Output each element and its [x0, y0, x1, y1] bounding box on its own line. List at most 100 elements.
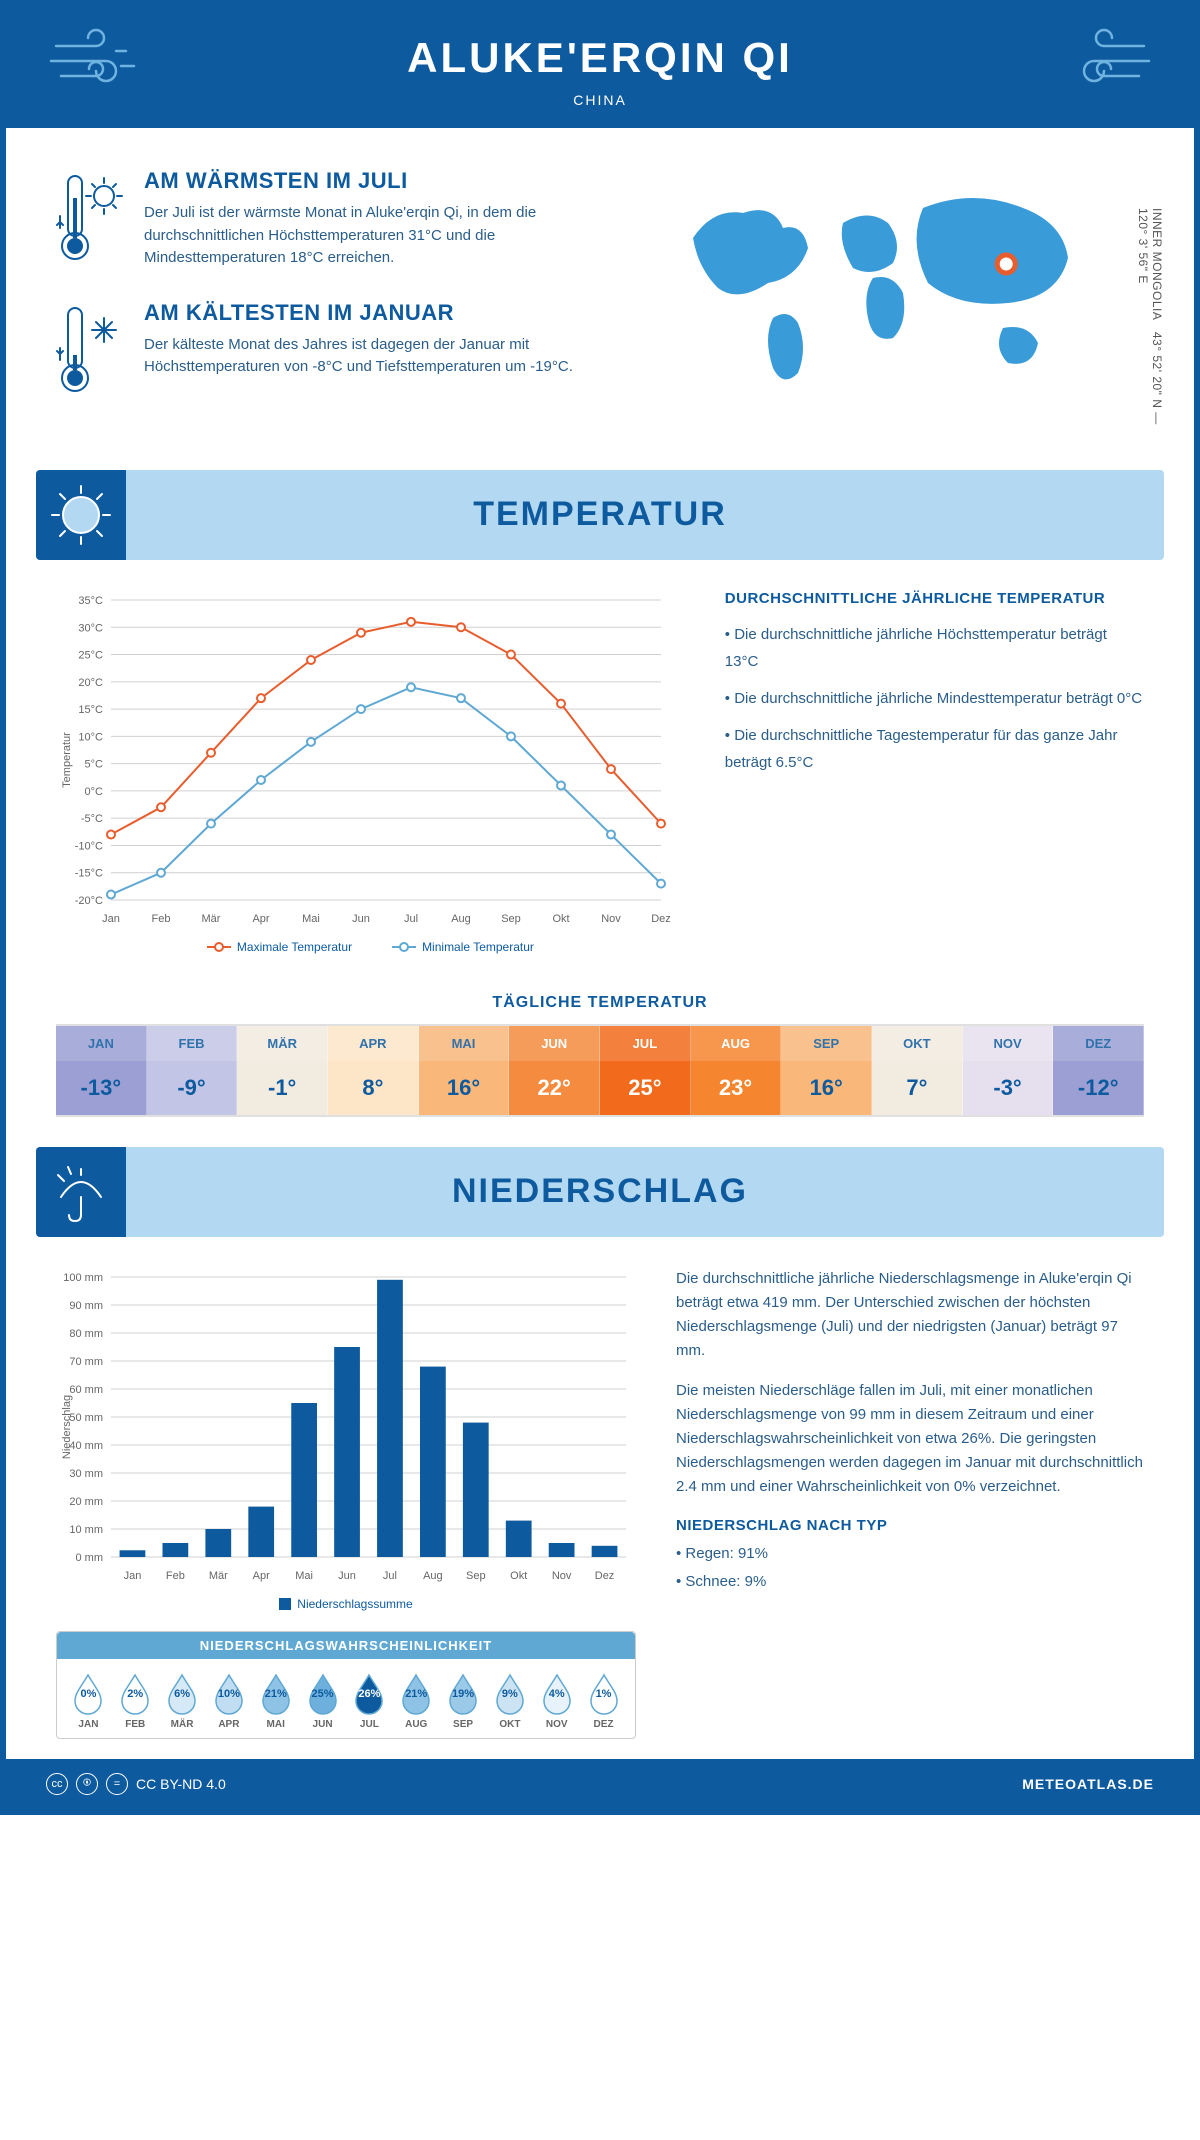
- daily-cell: FEB -9°: [147, 1026, 238, 1115]
- temp-side-title: DURCHSCHNITTLICHE JÄHRLICHE TEMPERATUR: [725, 590, 1144, 607]
- daily-cell: JUL 25°: [600, 1026, 691, 1115]
- svg-text:-15°C: -15°C: [75, 867, 103, 879]
- svg-text:50 mm: 50 mm: [69, 1412, 103, 1424]
- svg-text:Jun: Jun: [338, 1570, 356, 1582]
- nd-icon: =: [106, 1773, 128, 1795]
- svg-text:Okt: Okt: [510, 1570, 527, 1582]
- svg-text:Jun: Jun: [352, 913, 370, 925]
- warmest-text: Der Juli ist der wärmste Monat in Aluke'…: [144, 202, 633, 270]
- svg-text:15°C: 15°C: [78, 704, 103, 716]
- temp-bullet: • Die durchschnittliche jährliche Mindes…: [725, 685, 1144, 712]
- svg-text:Dez: Dez: [595, 1570, 615, 1582]
- svg-text:Feb: Feb: [152, 913, 171, 925]
- license: cc 🅯 = CC BY-ND 4.0: [46, 1773, 226, 1795]
- site-name: METEOATLAS.DE: [1022, 1776, 1154, 1792]
- warmest-title: AM WÄRMSTEN IM JULI: [144, 168, 633, 194]
- coordinates: INNER MONGOLIA 43° 52' 20" N — 120° 3' 5…: [1136, 208, 1164, 430]
- svg-text:5°C: 5°C: [85, 758, 104, 770]
- type-bullet: • Schnee: 9%: [676, 1570, 1144, 1594]
- svg-text:20°C: 20°C: [78, 676, 103, 688]
- precip-para1: Die durchschnittliche jährliche Niedersc…: [676, 1267, 1144, 1363]
- svg-text:30°C: 30°C: [78, 622, 103, 634]
- svg-text:Okt: Okt: [552, 913, 569, 925]
- prob-cell: 6% MÄR: [159, 1671, 206, 1730]
- svg-text:Temperatur: Temperatur: [61, 731, 73, 787]
- svg-text:25°C: 25°C: [78, 649, 103, 661]
- daily-cell: OKT 7°: [872, 1026, 963, 1115]
- world-map: [663, 168, 1103, 408]
- svg-text:Sep: Sep: [466, 1570, 486, 1582]
- svg-text:Aug: Aug: [423, 1570, 443, 1582]
- precip-section-title: NIEDERSCHLAG: [452, 1172, 748, 1211]
- cc-icon: cc: [46, 1773, 68, 1795]
- coldest-title: AM KÄLTESTEN IM JANUAR: [144, 300, 633, 326]
- by-icon: 🅯: [76, 1773, 98, 1795]
- svg-text:10 mm: 10 mm: [69, 1524, 103, 1536]
- prob-cell: 4% NOV: [533, 1671, 580, 1730]
- page-title: ALUKE'ERQIN QI: [6, 34, 1194, 82]
- prob-cell: 19% SEP: [440, 1671, 487, 1730]
- precip-probability-box: NIEDERSCHLAGSWAHRSCHEINLICHKEIT 0% JAN 2…: [56, 1631, 636, 1739]
- precip-legend: Niederschlagssumme: [56, 1597, 636, 1611]
- svg-text:Aug: Aug: [451, 913, 471, 925]
- svg-text:10°C: 10°C: [78, 731, 103, 743]
- temp-bullet: • Die durchschnittliche Tagestemperatur …: [725, 722, 1144, 776]
- prob-cell: 1% DEZ: [580, 1671, 627, 1730]
- wind-icon: [1044, 26, 1154, 96]
- svg-text:Jan: Jan: [124, 1570, 142, 1582]
- precip-banner: NIEDERSCHLAG: [36, 1147, 1164, 1237]
- svg-text:Apr: Apr: [253, 1570, 270, 1582]
- prob-title: NIEDERSCHLAGSWAHRSCHEINLICHKEIT: [57, 1632, 635, 1659]
- svg-text:-20°C: -20°C: [75, 895, 103, 907]
- svg-text:0°C: 0°C: [85, 785, 104, 797]
- svg-text:Jul: Jul: [404, 913, 418, 925]
- svg-text:Feb: Feb: [166, 1570, 185, 1582]
- coldest-text: Der kälteste Monat des Jahres ist dagege…: [144, 334, 633, 379]
- temp-legend: Maximale Temperatur Minimale Temperatur: [56, 940, 685, 954]
- svg-text:20 mm: 20 mm: [69, 1496, 103, 1508]
- precip-chart: 0 mm 10 mm 20 mm 30 mm 40 mm 50 mm 60 mm 70 mm 8…: [56, 1267, 636, 1587]
- daily-cell: SEP 16°: [781, 1026, 872, 1115]
- prob-cell: 21% MAI: [252, 1671, 299, 1730]
- prob-cell: 21% AUG: [393, 1671, 440, 1730]
- daily-temp-table: JAN -13° FEB -9° MÄR -1° APR 8° MAI 16° …: [56, 1024, 1144, 1117]
- daily-cell: NOV -3°: [963, 1026, 1054, 1115]
- wind-icon: [46, 26, 156, 96]
- prob-cell: 2% FEB: [112, 1671, 159, 1730]
- coldest-fact: AM KÄLTESTEN IM JANUAR Der kälteste Mona…: [56, 300, 633, 400]
- daily-cell: DEZ -12°: [1053, 1026, 1144, 1115]
- svg-text:60 mm: 60 mm: [69, 1384, 103, 1396]
- svg-text:Dez: Dez: [651, 913, 671, 925]
- temperature-banner: TEMPERATUR: [36, 470, 1164, 560]
- prob-cell: 25% JUN: [299, 1671, 346, 1730]
- svg-text:90 mm: 90 mm: [69, 1300, 103, 1312]
- svg-text:Sep: Sep: [501, 913, 521, 925]
- svg-text:-10°C: -10°C: [75, 840, 103, 852]
- temperature-chart: -20°C -15°C -10°C -5°C 0°C 5°C 10°C 15°C 20°C 25°…: [56, 590, 676, 930]
- prob-cell: 26% JUL: [346, 1671, 393, 1730]
- daily-cell: JUN 22°: [509, 1026, 600, 1115]
- svg-text:70 mm: 70 mm: [69, 1356, 103, 1368]
- prob-cell: 9% OKT: [486, 1671, 533, 1730]
- daily-cell: AUG 23°: [691, 1026, 782, 1115]
- svg-text:30 mm: 30 mm: [69, 1468, 103, 1480]
- header: ALUKE'ERQIN QI CHINA: [6, 6, 1194, 128]
- svg-text:-5°C: -5°C: [81, 813, 103, 825]
- prob-cell: 10% APR: [205, 1671, 252, 1730]
- svg-text:0 mm: 0 mm: [76, 1552, 104, 1564]
- svg-text:Mär: Mär: [209, 1570, 228, 1582]
- footer: cc 🅯 = CC BY-ND 4.0 METEOATLAS.DE: [6, 1759, 1194, 1809]
- svg-text:Jul: Jul: [383, 1570, 397, 1582]
- temp-section-title: TEMPERATUR: [473, 495, 727, 534]
- svg-text:80 mm: 80 mm: [69, 1328, 103, 1340]
- umbrella-icon: [36, 1147, 126, 1237]
- svg-text:Mai: Mai: [302, 913, 320, 925]
- svg-text:40 mm: 40 mm: [69, 1440, 103, 1452]
- temp-bullet: • Die durchschnittliche jährliche Höchst…: [725, 621, 1144, 675]
- svg-text:Nov: Nov: [552, 1570, 572, 1582]
- thermometer-hot-icon: [56, 168, 126, 270]
- daily-cell: MÄR -1°: [237, 1026, 328, 1115]
- daily-temp-title: TÄGLICHE TEMPERATUR: [6, 994, 1194, 1012]
- country-label: CHINA: [6, 92, 1194, 108]
- daily-cell: JAN -13°: [56, 1026, 147, 1115]
